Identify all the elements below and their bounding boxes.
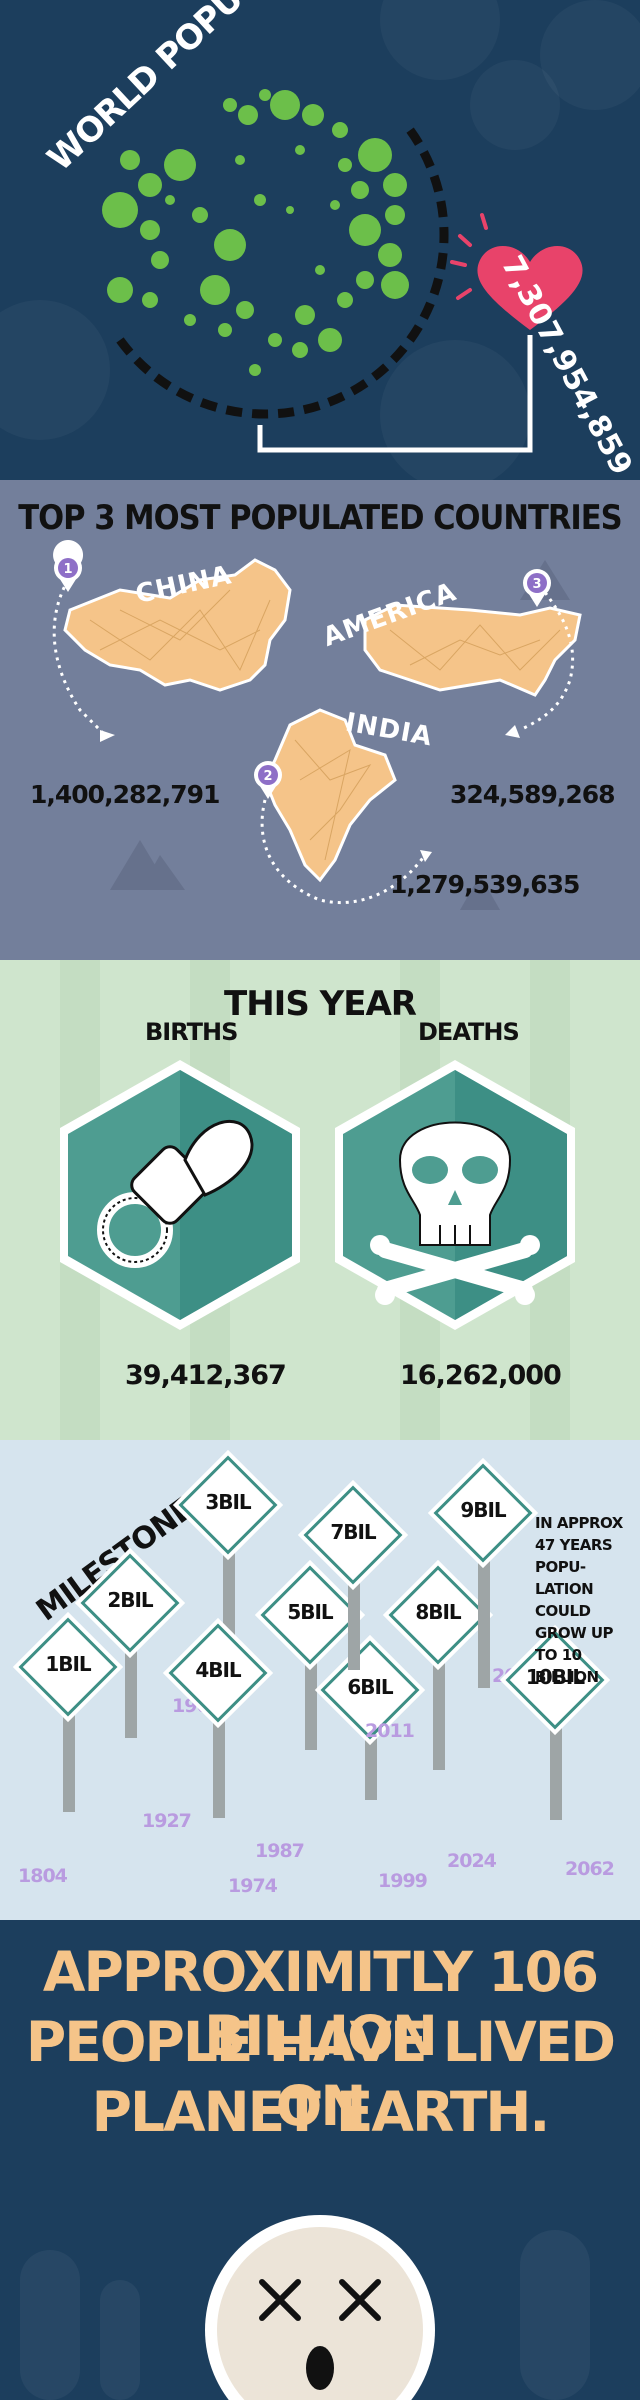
history-line-3: PLANET EARTH. [91, 2080, 551, 2144]
population-bubbles [102, 89, 409, 376]
milestone-year: 1987 [255, 1840, 305, 1862]
milestone-year: 2024 [447, 1850, 497, 1872]
milestone-label: 8BIL [415, 1600, 461, 1624]
rank-pins [53, 540, 551, 799]
trail-arrows [100, 725, 520, 862]
world-population-section: WORLD POPULATION 7,307,954,859 [0, 0, 640, 480]
milestone-label: 10BIL [525, 1665, 585, 1689]
sign-pole [63, 1692, 75, 1812]
rank-numbers: 1 2 3 [63, 562, 541, 784]
births-label: BIRTHS [145, 1018, 238, 1046]
heart-rays [450, 213, 488, 300]
dead-face-graphic [20, 2215, 590, 2400]
skull-icon [370, 1121, 540, 1305]
deaths-label: DEATHS [418, 1018, 520, 1046]
sign-pole [125, 1628, 137, 1738]
history-line-1: APPROXIMITLY 106 BILLION [42, 1940, 599, 2068]
this-year-heading: THIS YEAR [224, 984, 417, 1024]
milestone-year: 2062 [565, 1858, 615, 1880]
svg-text:3: 3 [532, 577, 541, 592]
sign-pole [348, 1560, 360, 1670]
milestone-label: 3BIL [205, 1490, 251, 1514]
map-lattice [89, 589, 561, 861]
globe-graphic [102, 89, 583, 453]
milestone-year: 1974 [228, 1875, 278, 1897]
history-section: APPROXIMITLY 106 BILLION PEOPLE HAVE LIV… [0, 1920, 640, 2400]
india-count: 1,279,539,635 [390, 870, 580, 899]
milestone-label: 4BIL [195, 1658, 241, 1682]
sign-pole [550, 1705, 562, 1820]
orbit-ring [116, 127, 449, 419]
milestones-section: MILESTONES 1BIL 1804 2BIL 1927 3BIL 1960… [0, 1440, 640, 1920]
heart-icon [477, 245, 583, 330]
china-count: 1,400,282,791 [30, 780, 220, 809]
bg-bubble [540, 0, 640, 110]
america-count: 324,589,268 [450, 780, 616, 809]
bg-bubble [470, 60, 560, 150]
connector-line [257, 335, 533, 453]
milestone-label: 9BIL [460, 1498, 506, 1522]
x-eyes-icon [259, 2279, 381, 2321]
sign-pole [478, 1538, 490, 1688]
sign-pole [305, 1640, 317, 1750]
top-countries-section: TOP 3 MOST POPULATED COUNTRIES [0, 480, 640, 960]
hexagon-graphics [60, 960, 575, 1440]
sign-pole [433, 1640, 445, 1770]
sign-pole [213, 1698, 225, 1818]
bg-bubble [380, 340, 530, 480]
milestone-label: 5BIL [287, 1600, 333, 1624]
usa-map [363, 603, 582, 697]
this-year-section: THIS YEAR BIRTHS DEATHS 39,412,367 16,26… [0, 960, 640, 1440]
bg-bubble [0, 300, 110, 440]
milestone-year: 2011 [365, 1720, 415, 1742]
svg-text:2: 2 [263, 769, 272, 784]
china-map [63, 558, 292, 692]
deaths-count: 16,262,000 [400, 1360, 562, 1391]
milestone-label: 6BIL [347, 1675, 393, 1699]
face [217, 2227, 423, 2400]
milestones-note: IN APPROX 47 YEARS POPU-LATION COULD GRO… [535, 1514, 623, 1686]
bg-tombstones [20, 2230, 590, 2400]
milestone-label: 2BIL [107, 1588, 153, 1612]
countries-heading: TOP 3 MOST POPULATED COUNTRIES [18, 498, 622, 538]
milestone-label: 7BIL [330, 1520, 376, 1544]
country-maps: 1 2 3 [52, 540, 582, 910]
milestone-label: 1BIL [45, 1652, 91, 1676]
pacifier-icon [97, 1119, 254, 1268]
open-mouth-icon [306, 2346, 334, 2390]
dotted-trails [52, 579, 575, 905]
sign-pole [223, 1530, 235, 1640]
milestone-year: 1927 [142, 1810, 192, 1832]
svg-text:1: 1 [63, 562, 72, 577]
history-line-2: PEOPLE HAVE LIVED ON [25, 2010, 616, 2138]
milestone-year: 1804 [18, 1865, 68, 1887]
births-count: 39,412,367 [125, 1360, 287, 1391]
milestone-year: 1999 [378, 1870, 428, 1892]
